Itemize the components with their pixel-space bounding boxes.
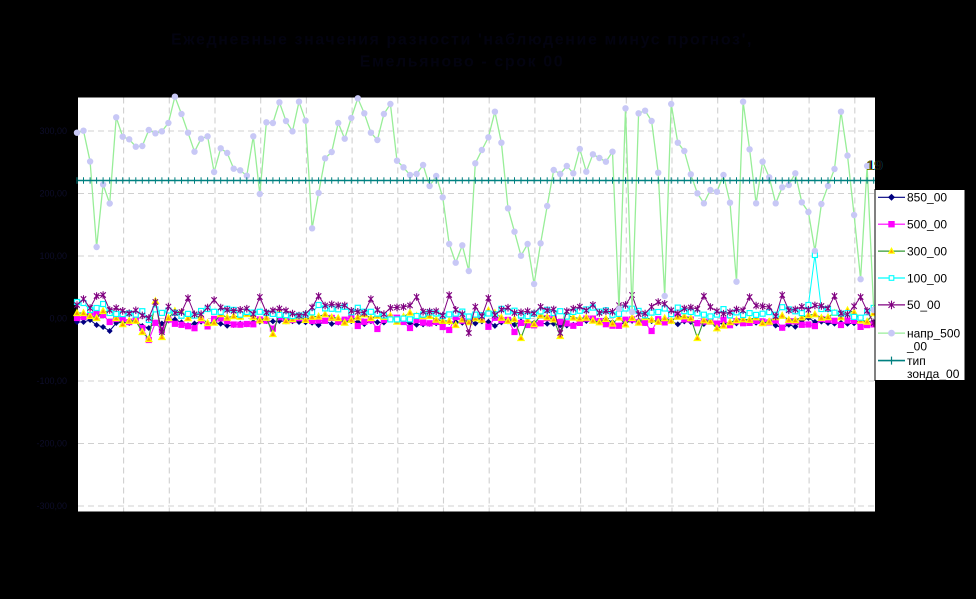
svg-text:зонда_00: зонда_00	[907, 367, 960, 381]
svg-text:тип: тип	[907, 354, 926, 368]
svg-text:100,00: 100,00	[39, 251, 67, 261]
svg-text:-200,00: -200,00	[36, 439, 67, 449]
svg-text:200,00: 200,00	[39, 189, 67, 199]
svg-text:напр_500: напр_500	[907, 326, 960, 340]
svg-text:Емельяново - срок 00: Емельяново - срок 00	[360, 54, 565, 71]
svg-text:100_00: 100_00	[907, 271, 947, 285]
svg-text:-100,00: -100,00	[36, 376, 67, 386]
svg-text:Ежедневные значения разности ': Ежедневные значения разности 'наблюдение…	[171, 32, 753, 49]
svg-text:_00: _00	[906, 339, 927, 353]
svg-text:500_00: 500_00	[907, 218, 947, 232]
svg-text:300_00: 300_00	[907, 244, 947, 258]
svg-text:850_00: 850_00	[907, 191, 947, 205]
svg-text:50_00: 50_00	[907, 298, 941, 312]
svg-text:0,00: 0,00	[49, 314, 67, 324]
svg-text:-300,00: -300,00	[36, 501, 67, 511]
svg-text:300,00: 300,00	[39, 126, 67, 136]
